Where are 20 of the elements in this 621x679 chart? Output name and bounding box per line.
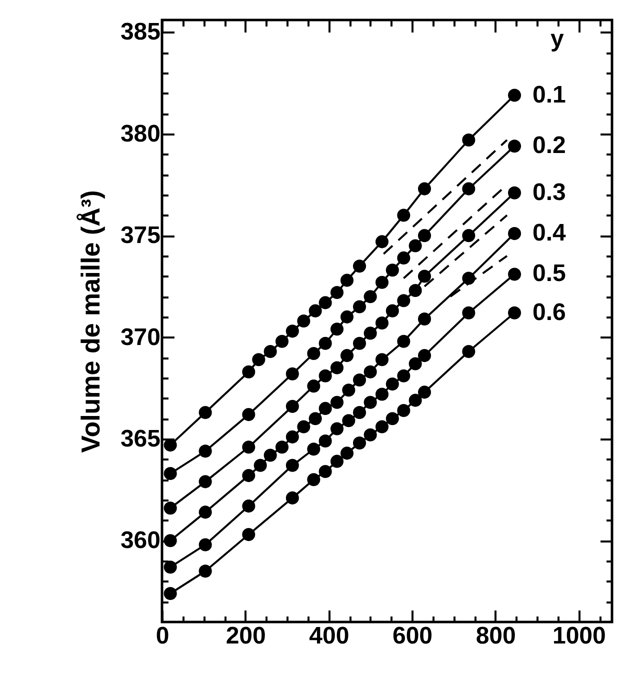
x-tick-label: 1000 bbox=[552, 622, 606, 650]
x-tick-label: 800 bbox=[476, 622, 516, 650]
legend-label: 0.1 bbox=[532, 81, 566, 108]
x-tick-label: 200 bbox=[226, 622, 266, 650]
y-tick-label: 385 bbox=[120, 18, 160, 46]
y-tick-label: 375 bbox=[120, 222, 160, 250]
x-tick-label: 0 bbox=[156, 622, 170, 650]
legend-label: 0.2 bbox=[532, 132, 566, 160]
y-tick-label: 380 bbox=[120, 120, 160, 148]
legend-label: 0.5 bbox=[532, 260, 566, 288]
y-tick-label: 360 bbox=[120, 527, 160, 554]
y-axis-title: Volume de maille (Å³) bbox=[75, 190, 106, 453]
y-tick-label: 370 bbox=[120, 324, 160, 351]
x-tick-label: 600 bbox=[392, 622, 433, 650]
legend-label: 0.4 bbox=[532, 220, 567, 247]
x-tick-label: 400 bbox=[309, 622, 350, 650]
y-tick-label: 365 bbox=[120, 425, 160, 452]
legend-label: 0.6 bbox=[532, 298, 566, 326]
legend-title: y bbox=[550, 25, 564, 52]
legend-label: 0.3 bbox=[532, 178, 566, 206]
